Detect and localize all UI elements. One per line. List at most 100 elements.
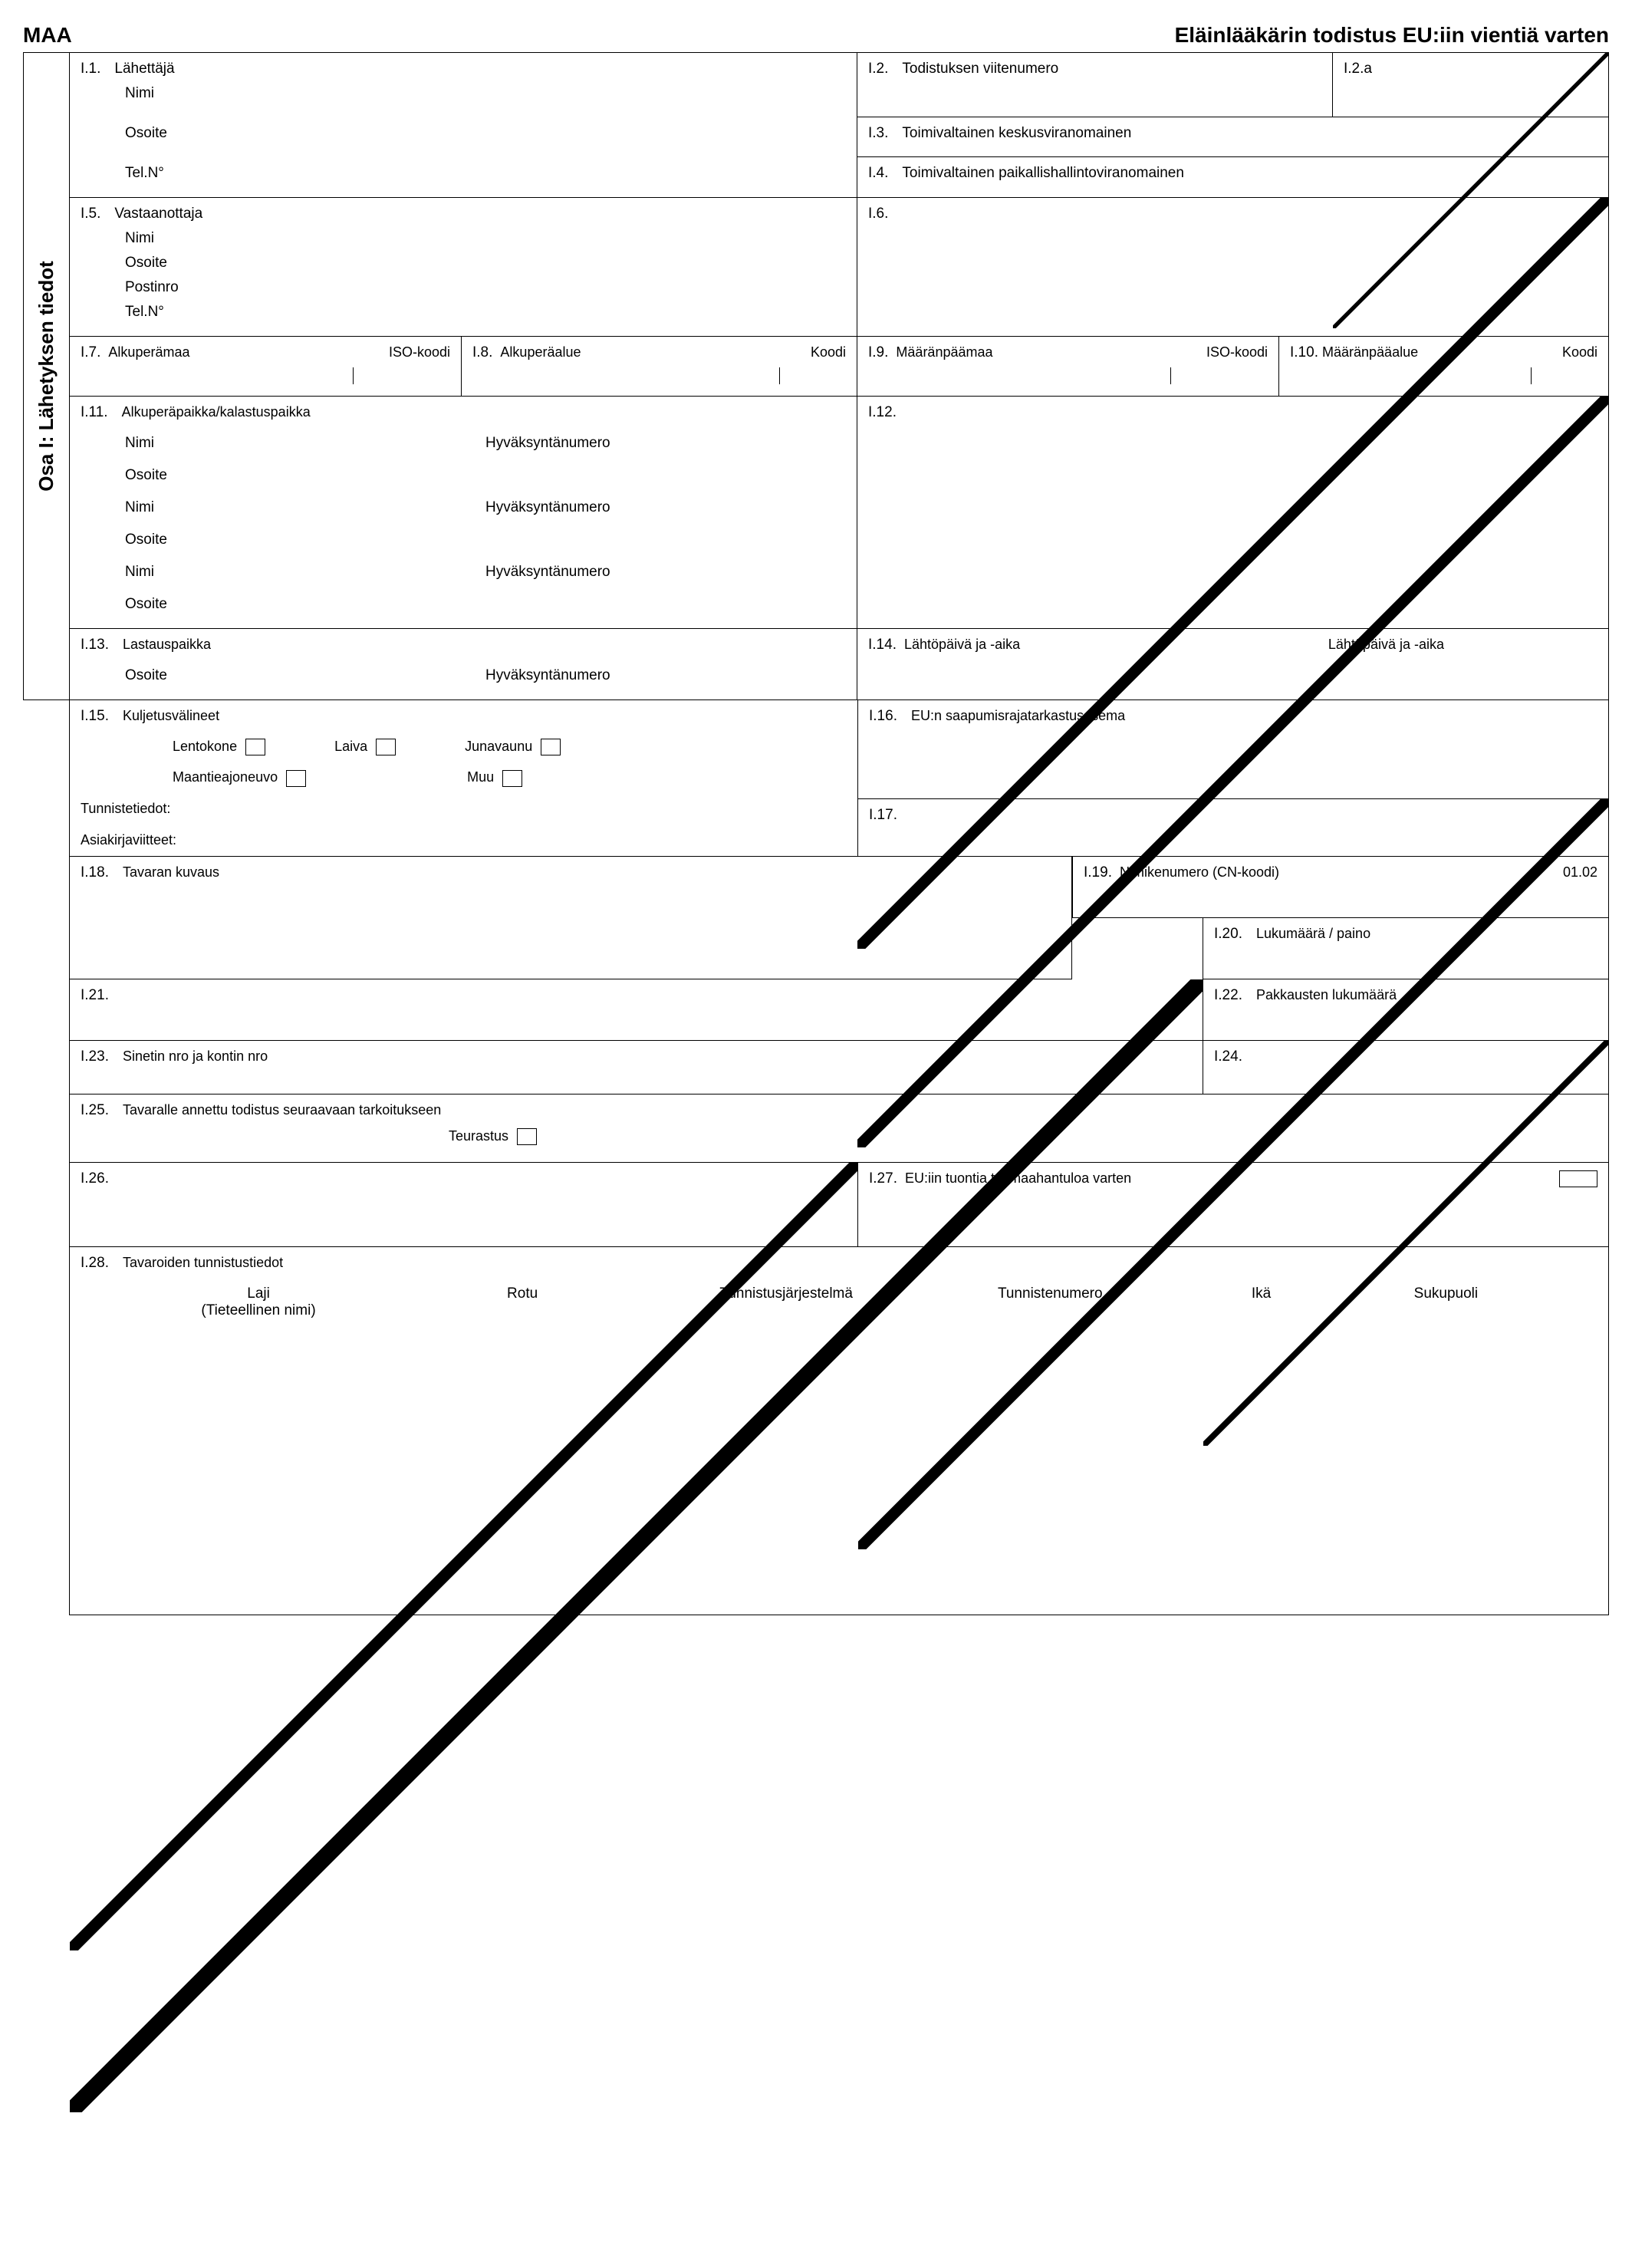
i11-hyv2: Hyväksyntänumero bbox=[485, 499, 846, 516]
cell-i28: I.28.Tavaroiden tunnistustiedot Laji(Tie… bbox=[69, 1247, 1609, 1615]
i23-num: I.23. bbox=[81, 1048, 109, 1065]
i1-label: Lähettäjä bbox=[114, 61, 174, 77]
i19-label: Nimikenumero (CN-koodi) bbox=[1120, 864, 1279, 880]
i13-osoite: Osoite bbox=[81, 667, 485, 684]
cell-i10: I.10. MääränpääalueKoodi bbox=[1278, 337, 1608, 397]
header-country: MAA bbox=[23, 23, 72, 48]
i28-num: I.28. bbox=[81, 1255, 109, 1272]
cell-i7: I.7. AlkuperämaaISO-koodi bbox=[70, 337, 461, 397]
cell-i21: I.21. bbox=[69, 979, 1203, 1041]
i18-num: I.18. bbox=[81, 864, 109, 881]
i20-label: Lukumäärä / paino bbox=[1256, 926, 1370, 943]
cell-i12: I.12. bbox=[857, 397, 1608, 629]
i11-hyv1: Hyväksyntänumero bbox=[485, 435, 846, 452]
i1-num: I.1. bbox=[81, 61, 100, 77]
i14-num: I.14. bbox=[868, 637, 897, 653]
cell-i15: I.15.Kuljetusvälineet Lentokone Laiva Ju… bbox=[69, 700, 857, 857]
i28-c1: Laji(Tieteellinen nimi) bbox=[127, 1285, 390, 1319]
i5-osoite: Osoite bbox=[81, 255, 846, 272]
cell-i11: I.11.Alkuperäpaikka/kalastuspaikka NimiH… bbox=[70, 397, 857, 629]
cell-i6: I.6. bbox=[857, 198, 1608, 337]
i15-muu: Muu bbox=[467, 769, 522, 786]
i25-label: Tavaralle annettu todistus seuraavaan ta… bbox=[123, 1102, 441, 1119]
cell-i13: I.13. Lastauspaikka OsoiteHyväksyntänumer… bbox=[70, 629, 857, 699]
cell-i22: I.22. Pakkausten lukumäärä bbox=[1203, 979, 1609, 1041]
i10-label: Määränpääalue bbox=[1322, 344, 1418, 360]
i28-c5: Ikä bbox=[1182, 1285, 1340, 1319]
i25-num: I.25. bbox=[81, 1102, 109, 1119]
cell-i4: I.4.Toimivaltainen paikallishallintovira… bbox=[857, 157, 1608, 198]
cell-i24: I.24. bbox=[1203, 1041, 1609, 1094]
part1-container: Osa I: Lähetyksen tiedot I.1.Lähettäjä N… bbox=[23, 52, 1609, 700]
cell-i8: I.8. AlkuperäalueKoodi bbox=[461, 337, 857, 397]
i28-c4: Tunnistenumero bbox=[918, 1285, 1182, 1319]
i22-label: Pakkausten lukumäärä bbox=[1256, 987, 1397, 1004]
i15-lentokone: Lentokone bbox=[173, 739, 265, 755]
i28-c2: Rotu bbox=[390, 1285, 654, 1319]
i2-num: I.2. bbox=[868, 61, 888, 77]
i28-c6: Sukupuoli bbox=[1341, 1285, 1551, 1319]
i14-label: Lähtöpäivä ja -aika bbox=[904, 637, 1020, 652]
i19-value: 01.02 bbox=[1563, 864, 1597, 881]
i24-num: I.24. bbox=[1214, 1048, 1242, 1065]
i14-label2: Lähtöpäivä ja -aika bbox=[1328, 637, 1444, 653]
i2a-num: I.2.a bbox=[1344, 61, 1372, 77]
i12-num: I.12. bbox=[868, 404, 897, 421]
i13-label: Lastauspaikka bbox=[123, 637, 211, 653]
cell-i2a: I.2.a bbox=[1332, 53, 1608, 117]
i15-asia: Asiakirjaviitteet: bbox=[81, 832, 847, 848]
checkbox-teurastus[interactable] bbox=[517, 1128, 537, 1145]
i15-juna: Junavaunu bbox=[465, 739, 561, 755]
i15-tun: Tunnistetiedot: bbox=[81, 801, 847, 817]
i11-nimi3: Nimi bbox=[81, 564, 485, 581]
i15-laiva: Laiva bbox=[334, 739, 396, 755]
i10-num: I.10. bbox=[1290, 344, 1318, 360]
i26-num: I.26. bbox=[81, 1170, 109, 1187]
i19-num: I.19. bbox=[1084, 864, 1112, 881]
i18-label: Tavaran kuvaus bbox=[123, 864, 219, 881]
cell-i19: I.19. Nimikenumero (CN-koodi) 01.02 bbox=[1072, 857, 1608, 918]
i5-num: I.5. bbox=[81, 206, 100, 222]
i11-nimi1: Nimi bbox=[81, 435, 485, 452]
i27-num: I.27. bbox=[869, 1170, 897, 1187]
i25-teu: Teurastus bbox=[449, 1128, 508, 1144]
i15-maantie: Maantieajoneuvo bbox=[173, 769, 306, 786]
i6-num: I.6. bbox=[868, 206, 888, 222]
i5-tel: Tel.N° bbox=[81, 304, 846, 321]
cell-i1-mid: Osoite bbox=[70, 117, 857, 157]
i4-num: I.4. bbox=[868, 165, 888, 182]
i11-hyv3: Hyväksyntänumero bbox=[485, 564, 846, 581]
i5-label: Vastaanottaja bbox=[114, 206, 202, 222]
i1-osoite: Osoite bbox=[81, 125, 846, 142]
i13-num: I.13. bbox=[81, 637, 109, 653]
i7-num: I.7. bbox=[81, 344, 100, 360]
i1-nimi: Nimi bbox=[81, 85, 846, 102]
i7-label: Alkuperämaa bbox=[108, 344, 189, 360]
checkbox-i27[interactable] bbox=[1559, 1170, 1597, 1187]
i11-osoite3: Osoite bbox=[81, 596, 846, 613]
cell-i14: I.14. Lähtöpäivä ja -aika Lähtöpäivä ja … bbox=[857, 629, 1608, 699]
checkbox-muu[interactable] bbox=[502, 770, 522, 787]
i17-num: I.17. bbox=[869, 807, 897, 824]
i11-num: I.11. bbox=[81, 404, 108, 421]
i9-num: I.9. bbox=[868, 344, 888, 360]
i9-label: Määränpäämaa bbox=[896, 344, 992, 360]
i2-label: Todistuksen viitenumero bbox=[902, 61, 1058, 77]
i15-label: Kuljetusvälineet bbox=[123, 708, 219, 725]
i22-num: I.22. bbox=[1214, 987, 1242, 1004]
cell-i17: I.17. bbox=[857, 799, 1608, 857]
i11-nimi2: Nimi bbox=[81, 499, 485, 516]
i5-post: Postinro bbox=[81, 279, 846, 296]
cell-i1-bot: Tel.N° bbox=[70, 157, 857, 198]
checkbox-lentokone[interactable] bbox=[245, 739, 265, 755]
cell-i3: I.3.Toimivaltainen keskusviranomainen bbox=[857, 117, 1608, 157]
i13-hyv: Hyväksyntänumero bbox=[485, 667, 846, 684]
cell-i2: I.2. Todistuksen viitenumero bbox=[857, 53, 1332, 117]
checkbox-juna[interactable] bbox=[541, 739, 561, 755]
checkbox-laiva[interactable] bbox=[376, 739, 396, 755]
i8-num: I.8. bbox=[472, 344, 492, 360]
i8-label: Alkuperäalue bbox=[500, 344, 581, 360]
i9-code: ISO-koodi bbox=[1206, 344, 1268, 361]
cell-i9: I.9. Määränpäämaa ISO-koodi bbox=[857, 337, 1278, 397]
checkbox-maantie[interactable] bbox=[286, 770, 306, 787]
